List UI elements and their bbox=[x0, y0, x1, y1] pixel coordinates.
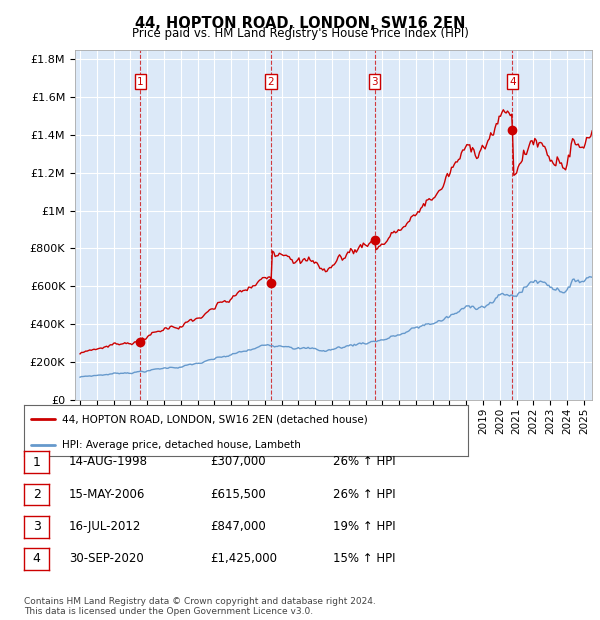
Text: 44, HOPTON ROAD, LONDON, SW16 2EN (detached house): 44, HOPTON ROAD, LONDON, SW16 2EN (detac… bbox=[62, 414, 367, 424]
Text: Price paid vs. HM Land Registry's House Price Index (HPI): Price paid vs. HM Land Registry's House … bbox=[131, 27, 469, 40]
Text: This data is licensed under the Open Government Licence v3.0.: This data is licensed under the Open Gov… bbox=[24, 607, 313, 616]
Text: 3: 3 bbox=[371, 77, 378, 87]
Text: 15-MAY-2006: 15-MAY-2006 bbox=[69, 488, 145, 500]
Text: £307,000: £307,000 bbox=[210, 456, 266, 468]
Text: 19% ↑ HPI: 19% ↑ HPI bbox=[333, 520, 395, 533]
Text: 16-JUL-2012: 16-JUL-2012 bbox=[69, 520, 142, 533]
Text: 14-AUG-1998: 14-AUG-1998 bbox=[69, 456, 148, 468]
Text: 2: 2 bbox=[32, 488, 41, 501]
Text: 15% ↑ HPI: 15% ↑ HPI bbox=[333, 552, 395, 565]
Text: 44, HOPTON ROAD, LONDON, SW16 2EN: 44, HOPTON ROAD, LONDON, SW16 2EN bbox=[135, 16, 465, 30]
Text: 30-SEP-2020: 30-SEP-2020 bbox=[69, 552, 144, 565]
Text: 26% ↑ HPI: 26% ↑ HPI bbox=[333, 456, 395, 468]
Text: 2: 2 bbox=[268, 77, 274, 87]
Text: HPI: Average price, detached house, Lambeth: HPI: Average price, detached house, Lamb… bbox=[62, 440, 301, 450]
Text: 1: 1 bbox=[32, 456, 41, 469]
Text: £615,500: £615,500 bbox=[210, 488, 266, 500]
Text: 3: 3 bbox=[32, 520, 41, 533]
Text: 26% ↑ HPI: 26% ↑ HPI bbox=[333, 488, 395, 500]
Text: 4: 4 bbox=[32, 552, 41, 565]
Text: £847,000: £847,000 bbox=[210, 520, 266, 533]
Text: 4: 4 bbox=[509, 77, 516, 87]
Text: Contains HM Land Registry data © Crown copyright and database right 2024.: Contains HM Land Registry data © Crown c… bbox=[24, 597, 376, 606]
Text: £1,425,000: £1,425,000 bbox=[210, 552, 277, 565]
Text: 1: 1 bbox=[137, 77, 144, 87]
